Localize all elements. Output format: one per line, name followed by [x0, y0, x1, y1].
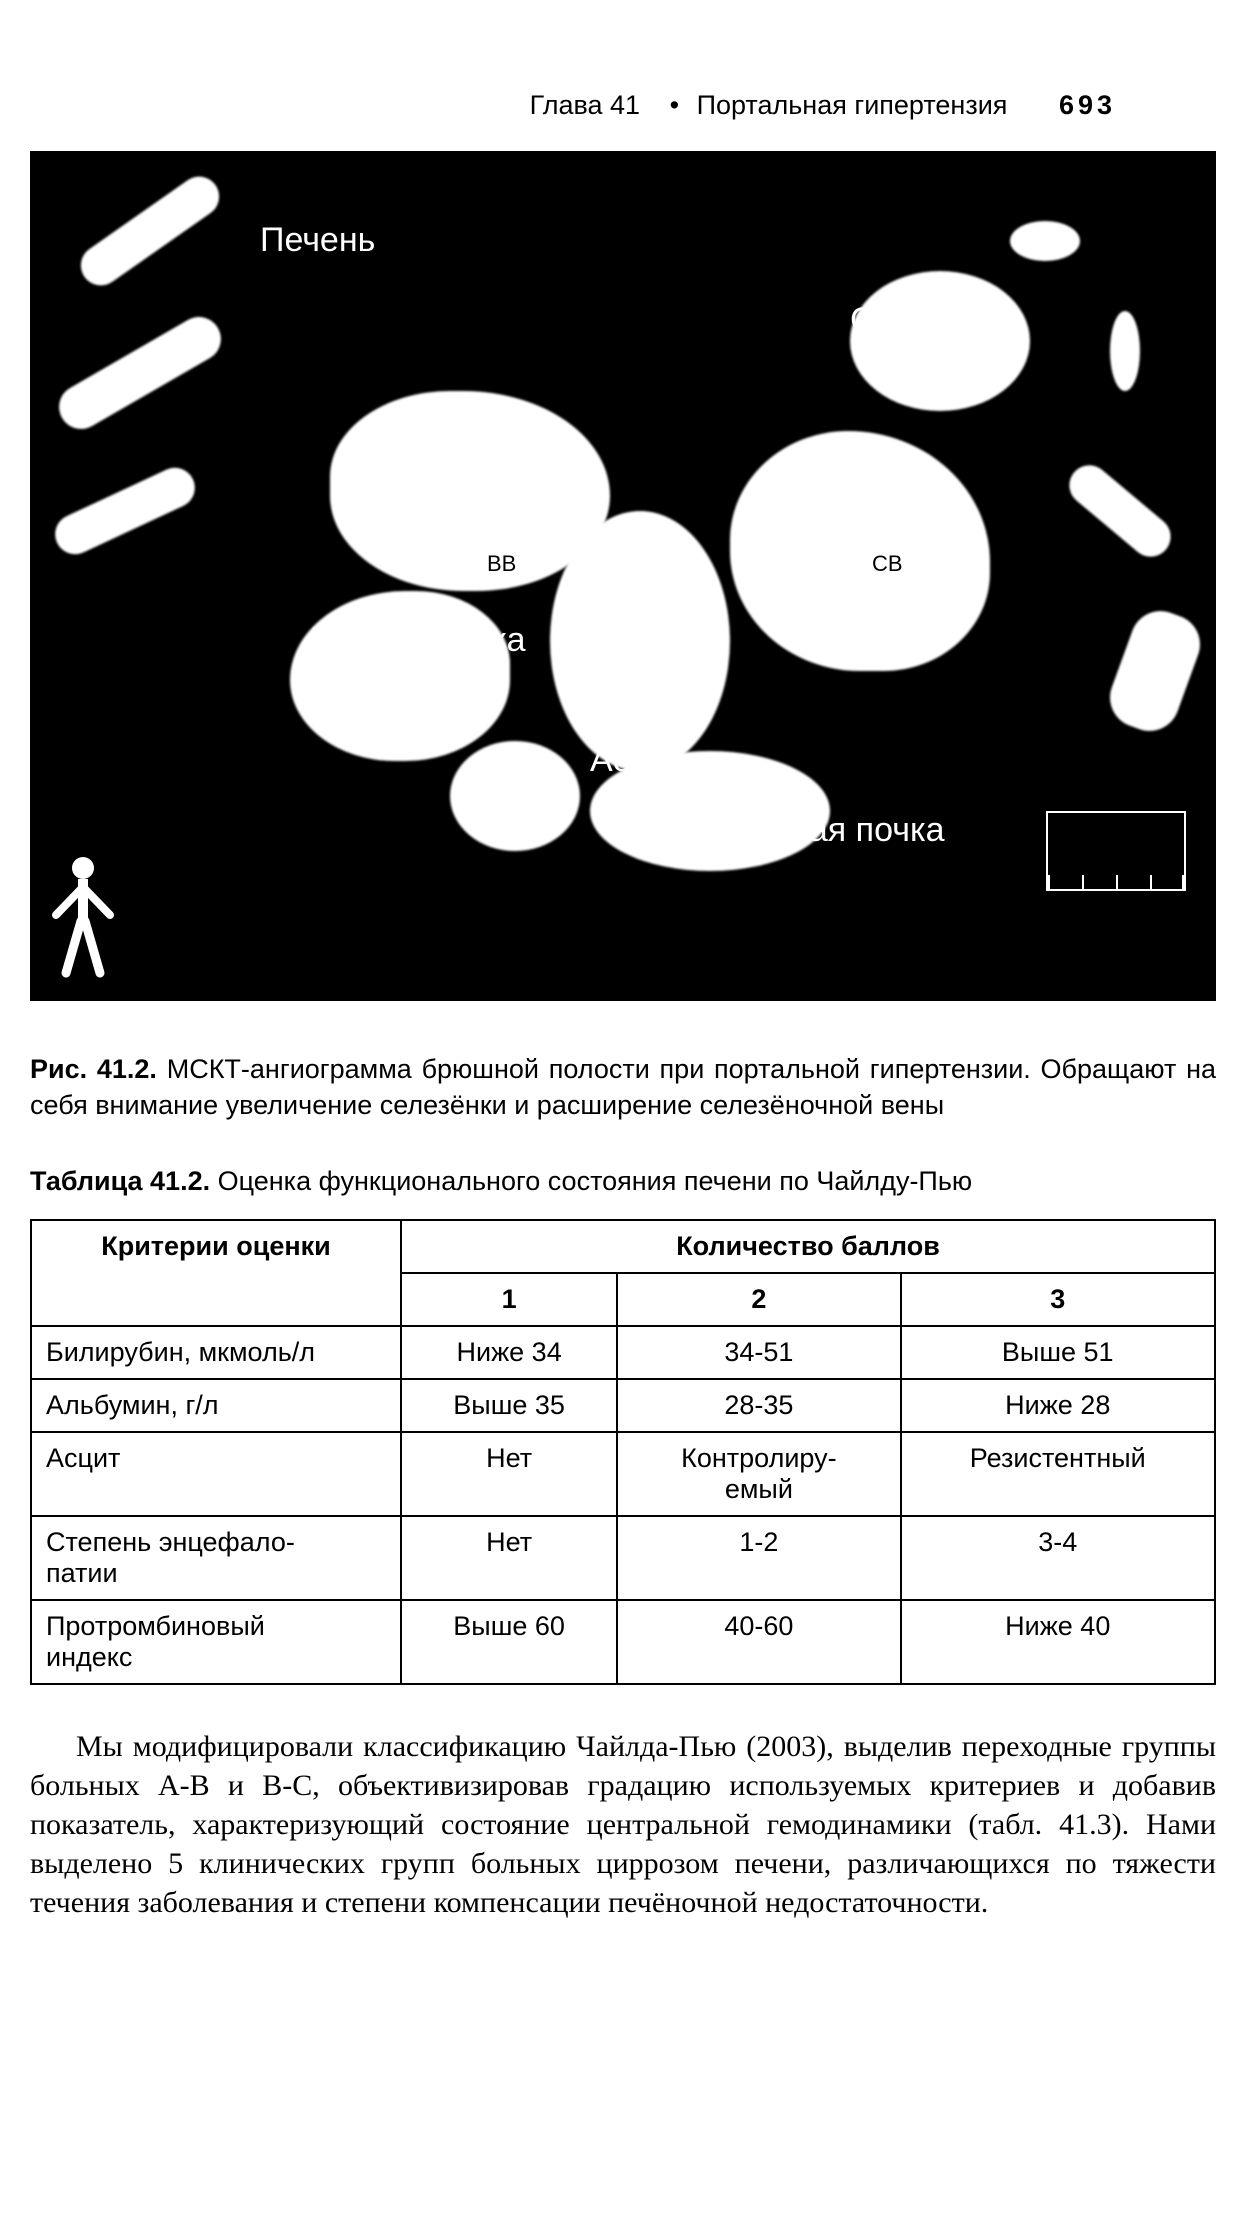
orientation-stickman-icon: [48, 853, 118, 983]
cell: 28-35: [617, 1379, 900, 1432]
scan-blob: [1010, 221, 1080, 261]
cell: 1-2: [617, 1516, 900, 1600]
table-title-text: Оценка функционального состояния печени …: [210, 1166, 972, 1196]
body-paragraph: Мы модифицировали классификацию Чайлда-П…: [30, 1727, 1216, 1922]
header-separator: •: [670, 90, 679, 120]
th-criteria: Критерии оценки: [31, 1220, 401, 1326]
caption-prefix: Рис. 41.2.: [30, 1054, 157, 1084]
label-left-kidney: Левая почка: [750, 811, 945, 850]
label-aorta: Аорта: [590, 741, 684, 780]
cell: 34-51: [617, 1326, 900, 1379]
child-pugh-table: Критерии оценки Количество баллов 1 2 3 …: [30, 1219, 1216, 1685]
cell: 40-60: [617, 1600, 900, 1684]
scan-blob: [450, 741, 580, 851]
th-score-2: 2: [617, 1273, 900, 1326]
figure-caption: Рис. 41.2. МСКТ-ангиограмма брюшной поло…: [30, 1051, 1216, 1124]
table-row: Альбумин, г/л Выше 35 28-35 Ниже 28: [31, 1379, 1215, 1432]
scan-blob: [51, 309, 229, 437]
label-sv: СВ: [870, 551, 905, 577]
scan-blob: [850, 271, 1030, 411]
row-label: Протромбиновыйиндекс: [31, 1600, 401, 1684]
scan-blob: [1110, 311, 1140, 391]
table-row: Степень энцефало-патии Нет 1-2 3-4: [31, 1516, 1215, 1600]
table-row: Асцит Нет Контролиру-емый Резистентный: [31, 1432, 1215, 1516]
label-spleen: Селезенка: [850, 301, 1018, 340]
cell: Нет: [401, 1432, 617, 1516]
cell: Выше 51: [901, 1326, 1216, 1379]
table-row: Билирубин, мкмоль/л Ниже 34 34-51 Выше 5…: [31, 1326, 1215, 1379]
label-liver: Печень: [260, 221, 375, 260]
cell: Выше 35: [401, 1379, 617, 1432]
cell: Контролиру-емый: [617, 1432, 900, 1516]
th-scores: Количество баллов: [401, 1220, 1215, 1273]
cell: Выше 60: [401, 1600, 617, 1684]
caption-text: МСКТ-ангиограмма брюшной полости при пор…: [30, 1054, 1216, 1120]
scan-blob: [730, 431, 990, 671]
th-score-1: 1: [401, 1273, 617, 1326]
scan-blob: [550, 511, 730, 771]
page-number: 693: [1059, 90, 1116, 120]
row-label: Асцит: [31, 1432, 401, 1516]
angiogram-figure: ВВ СВ Печень Селезенка Правая почка Аорт…: [30, 151, 1216, 1001]
cell: Резистентный: [901, 1432, 1216, 1516]
chapter-label: Глава 41: [530, 90, 640, 120]
row-label: Альбумин, г/л: [31, 1379, 401, 1432]
paragraph-text: Мы модифицировали классификацию Чайлда-П…: [30, 1730, 1216, 1919]
cell: Ниже 40: [901, 1600, 1216, 1684]
cell: Ниже 34: [401, 1326, 617, 1379]
page-header: Глава 41 • Портальная гипертензия 693: [30, 90, 1216, 121]
label-right-kidney: Правая почка: [310, 621, 526, 660]
scan-blob: [1102, 603, 1209, 740]
table-title-prefix: Таблица 41.2.: [30, 1166, 210, 1196]
scan-blob: [73, 169, 227, 294]
scan-blob: [49, 461, 202, 561]
chapter-title: Портальная гипертензия: [697, 90, 1008, 120]
scan-blob: [1061, 457, 1179, 565]
label-vv: ВВ: [485, 551, 518, 577]
row-label: Степень энцефало-патии: [31, 1516, 401, 1600]
row-label: Билирубин, мкмоль/л: [31, 1326, 401, 1379]
table-row: Протромбиновыйиндекс Выше 60 40-60 Ниже …: [31, 1600, 1215, 1684]
cell: Нет: [401, 1516, 617, 1600]
scan-blob: [290, 591, 510, 761]
table-title: Таблица 41.2. Оценка функционального сос…: [30, 1166, 1216, 1197]
th-score-3: 3: [901, 1273, 1216, 1326]
scale-indicator: [1046, 811, 1186, 891]
cell: Ниже 28: [901, 1379, 1216, 1432]
cell: 3-4: [901, 1516, 1216, 1600]
